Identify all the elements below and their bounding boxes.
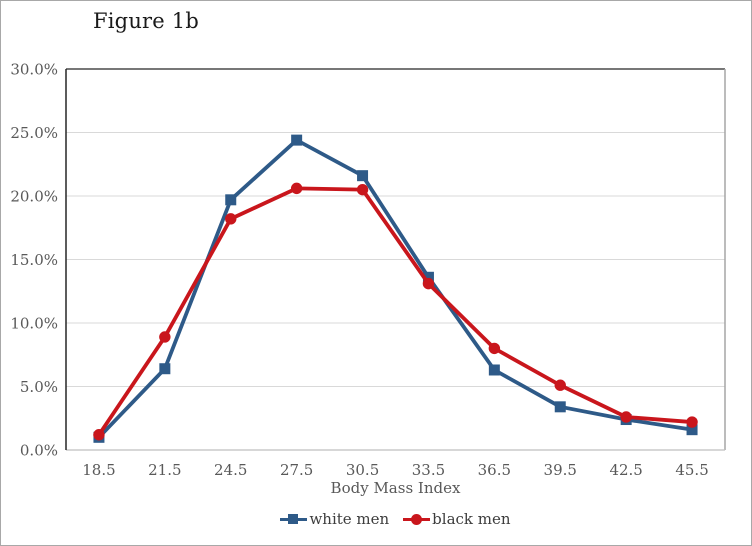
y-tick-label: 30.0% [10,61,58,79]
x-axis-title: Body Mass Index [330,479,461,497]
figure-title: Figure 1b [93,9,200,33]
white-men-marker [488,364,500,376]
white-men-marker [159,363,171,375]
x-tick-label: 30.5 [346,461,379,479]
y-tick-label: 5.0% [20,378,58,396]
white-men-marker [291,134,303,146]
x-tick-label: 18.5 [82,461,115,479]
legend-item-white-men: white men [280,510,389,528]
white-men-marker [422,271,434,283]
white-men-marker [225,194,237,206]
black-men-marker [159,331,171,343]
x-tick-label: 39.5 [544,461,577,479]
black-men-marker [488,342,501,355]
white-men-marker [554,401,566,413]
black-men-marker [290,182,303,195]
black-men-marker [225,213,237,225]
legend-circle [411,513,423,525]
square-marker-icon [280,513,308,526]
legend-item-black-men: black men [403,510,511,528]
legend: white men black men [66,510,725,528]
x-tick-label: 33.5 [412,461,445,479]
x-tick-label: 45.5 [675,461,708,479]
black-men-marker [554,379,566,391]
legend-square [288,514,299,524]
white-men-line [97,138,694,440]
y-tick-label: 25.0% [10,124,58,142]
legend-label-black-men: black men [432,510,511,528]
black-men-line [97,186,694,437]
black-men-marker [620,411,632,423]
black-men-marker [356,183,369,196]
y-tick-label: 0.0% [20,442,58,460]
circle-marker-icon [403,513,431,526]
x-tick-label: 21.5 [148,461,181,479]
black-men-marker [93,429,105,441]
white-men-marker [686,424,698,436]
y-tick-label: 20.0% [10,188,58,206]
black-men-marker [422,277,435,290]
white-men-marker [357,170,369,182]
x-tick-label: 36.5 [478,461,511,479]
y-tick-label: 15.0% [10,251,58,269]
y-tick-label: 10.0% [10,315,58,333]
x-tick-label: 27.5 [280,461,313,479]
x-tick-label: 42.5 [609,461,642,479]
black-men-marker [686,416,698,428]
x-tick-label: 24.5 [214,461,247,479]
legend-label-white-men: white men [309,510,390,528]
